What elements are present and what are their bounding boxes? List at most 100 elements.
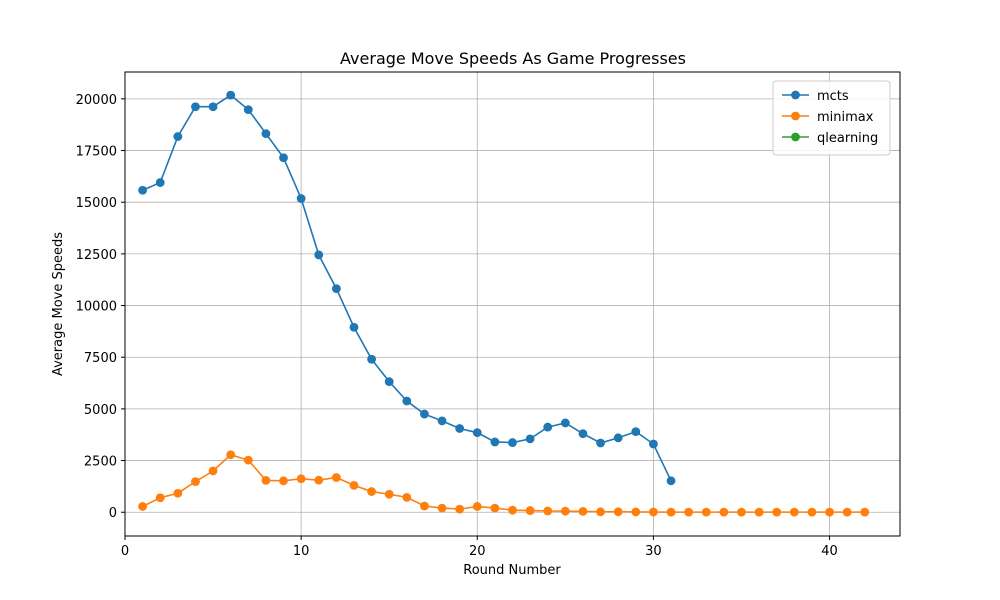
data-point-mcts [296,194,306,203]
data-point-mcts [613,433,623,443]
data-point-minimax [737,507,746,517]
data-point-mcts [173,132,183,141]
data-point-mcts [578,429,588,439]
data-point-mcts [191,102,200,112]
data-point-minimax [472,502,482,511]
x-axis: 0 10 20 30 40 [121,536,838,559]
data-point-mcts [437,416,447,426]
x-tick-label: 30 [645,544,662,559]
data-point-minimax [772,507,782,517]
data-point-minimax [367,487,376,496]
data-point-minimax [684,507,694,517]
data-point-mcts [402,396,412,406]
data-point-mcts [349,322,359,332]
data-point-minimax [138,502,148,511]
data-point-mcts [525,434,535,444]
data-point-minimax [578,507,588,516]
data-point-minimax [631,507,641,517]
data-point-mcts [508,438,517,447]
data-point-minimax [807,507,817,517]
data-point-minimax [420,501,429,511]
x-tick-label: 40 [821,544,838,559]
data-point-minimax [860,507,870,517]
data-point-mcts [666,476,676,486]
data-point-mcts [543,422,553,432]
data-point-mcts [155,178,165,187]
x-tick-label: 20 [469,544,486,559]
data-point-mcts [560,418,570,428]
data-point-minimax [384,489,394,499]
data-point-minimax [719,507,729,517]
legend-label-minimax: minimax [817,110,874,125]
data-point-mcts [596,438,605,448]
data-point-mcts [331,284,341,294]
data-point-minimax [191,477,200,487]
legend-swatch-marker [791,132,800,142]
data-point-minimax [754,507,764,517]
legend-label-mcts: mcts [817,89,849,104]
series-points [138,90,870,517]
data-point-mcts [472,428,482,438]
data-point-minimax [296,474,306,484]
y-tick-label: 2500 [84,455,117,470]
y-axis: 0 2500 5000 7500 10000 12500 15000 17500 20000 [76,93,125,521]
data-point-minimax [226,450,236,460]
y-tick-label: 12500 [76,248,117,263]
plot-area-frame [124,71,901,537]
data-point-minimax [666,507,676,517]
data-point-minimax [349,480,359,490]
data-point-minimax [331,473,341,482]
data-point-minimax [279,476,288,486]
data-point-minimax [243,455,253,465]
data-point-minimax [402,492,412,502]
x-tick-label: 10 [293,544,310,559]
data-point-mcts [279,153,288,163]
data-point-mcts [420,409,429,419]
y-axis-label: Average Move Speeds [51,232,66,376]
y-tick-label: 20000 [76,93,117,108]
data-point-mcts [631,427,641,437]
grid-lines [124,72,900,536]
data-point-minimax [155,493,165,503]
y-tick-label: 10000 [76,300,117,315]
y-tick-label: 15000 [76,196,117,211]
data-point-minimax [596,507,605,517]
y-tick-label: 0 [109,506,117,521]
x-axis-label: Round Number [463,563,561,578]
data-point-mcts [384,377,394,387]
data-point-minimax [490,503,500,513]
data-point-mcts [367,354,376,364]
data-point-minimax [543,506,553,516]
data-point-minimax [613,507,623,517]
data-point-minimax [842,507,852,517]
data-point-minimax [437,503,447,513]
data-point-mcts [314,250,324,260]
data-point-mcts [226,90,236,100]
data-point-minimax [508,505,517,515]
data-point-mcts [261,129,271,138]
data-point-mcts [138,185,148,195]
data-point-mcts [455,424,465,433]
y-tick-label: 17500 [76,145,117,160]
data-point-minimax [261,476,271,485]
y-tick-label: 5000 [84,403,117,418]
legend: mcts minimax qlearning [772,80,891,156]
y-tick-label: 7500 [84,351,117,366]
data-point-mcts [649,439,658,449]
x-tick-label: 0 [121,544,129,559]
data-point-minimax [789,507,799,517]
data-point-minimax [649,507,658,517]
data-point-minimax [701,507,711,517]
legend-label-qlearning: qlearning [817,131,878,146]
data-point-minimax [173,488,183,498]
data-point-minimax [560,506,570,516]
data-point-mcts [243,105,253,115]
chart-title: Average Move Speeds As Game Progresses [340,49,686,68]
legend-swatch-marker [791,111,800,121]
data-point-minimax [525,506,535,515]
data-point-minimax [455,504,465,514]
legend-swatch-marker [791,90,800,100]
data-point-minimax [314,475,324,485]
data-point-mcts [208,102,218,112]
